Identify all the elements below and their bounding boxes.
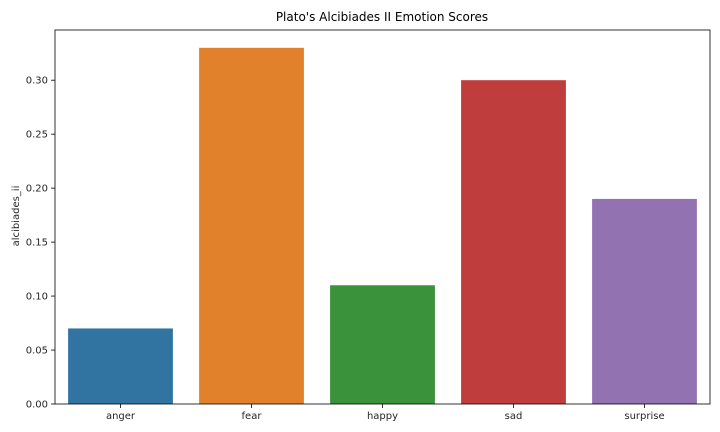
y-tick-label-2: 0.10 — [26, 292, 48, 303]
bar-fear — [199, 47, 304, 405]
y-tick-label-5: 0.25 — [26, 130, 48, 141]
x-ticks-group: anger fear happy sad surprise — [106, 404, 665, 422]
x-tick-label-surprise: surprise — [624, 411, 664, 422]
plot-frame — [54, 29, 711, 405]
y-tick-label-3: 0.15 — [26, 238, 48, 249]
y-tick-label-6: 0.30 — [26, 76, 48, 87]
y-ticks-group: 0.00 0.05 0.10 0.15 0.20 0.25 0.30 — [26, 76, 55, 411]
x-tick-label-sad: sad — [505, 411, 523, 422]
bar-anger — [68, 328, 173, 404]
y-axis-label: alcibiades_ii — [11, 186, 22, 247]
bars-group — [68, 47, 697, 405]
x-tick-label-happy: happy — [367, 411, 398, 422]
bar-sad — [461, 80, 566, 404]
bar-surprise — [592, 198, 697, 404]
y-tick-label-0: 0.00 — [26, 400, 48, 411]
x-tick-label-anger: anger — [106, 411, 136, 422]
y-tick-label-1: 0.05 — [26, 346, 48, 357]
chart-title: Plato's Alcibiades II Emotion Scores — [276, 10, 488, 24]
bar-happy — [330, 285, 435, 404]
x-tick-label-fear: fear — [242, 411, 263, 422]
y-tick-label-4: 0.20 — [26, 184, 48, 195]
